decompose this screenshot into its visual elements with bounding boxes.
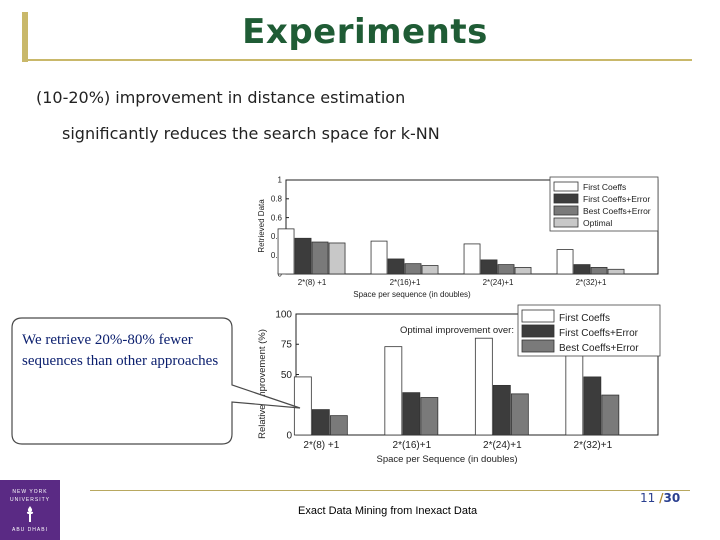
bar	[474, 337, 493, 436]
footer-rule	[90, 490, 690, 491]
y-tick-label: 0.8	[271, 194, 283, 203]
x-axis-label: Space per sequence (in doubles)	[353, 290, 471, 299]
y-tick-label: 100	[275, 309, 292, 320]
bar	[514, 267, 532, 275]
legend-label: Best Coeffs+Error	[583, 206, 651, 216]
bar	[311, 409, 330, 436]
bar	[328, 242, 346, 275]
footer-text: Exact Data Mining from Inexact Data	[298, 505, 478, 517]
bar	[370, 240, 388, 275]
bar	[387, 258, 405, 275]
bar	[510, 393, 529, 436]
bar	[404, 263, 422, 275]
bar	[294, 237, 312, 275]
legend-label: Optimal	[583, 218, 612, 228]
x-axis-label: Space per Sequence (in doubles)	[376, 454, 517, 465]
y-tick-label: 75	[281, 340, 293, 351]
bar	[463, 243, 481, 275]
y-axis-label: Relative Improvement (%)	[257, 329, 268, 439]
bar	[311, 241, 329, 275]
bar	[583, 376, 602, 436]
x-tick-label: 2*(24)+1	[483, 440, 522, 451]
relative-improvement-chart: 0 50 75 100 2*(8) +1 2*(16)+1 2*(24)+1 2*(32)+1…	[257, 304, 661, 465]
y-axis-label: Retrieved Data	[257, 199, 266, 253]
logo-line-1: NEW YORK	[12, 489, 48, 495]
legend-label: First Coeffs+Error	[583, 194, 650, 204]
title-underline	[22, 59, 692, 61]
bar	[573, 264, 591, 275]
bar	[384, 346, 403, 436]
x-tick-label: 2*(8) +1	[298, 278, 327, 287]
legend-swatch	[553, 217, 579, 228]
x-tick-label: 2*(16)+1	[390, 278, 421, 287]
legend-swatch	[521, 339, 555, 353]
bar	[497, 264, 515, 275]
x-tick-label: 2*(32)+1	[576, 278, 607, 287]
y-tick-label: 0.4	[271, 232, 283, 241]
x-tick-label: 2*(16)+1	[393, 440, 432, 451]
bar	[590, 267, 608, 275]
bullet-2: significantly reduces the search space f…	[62, 124, 440, 143]
retrieved-data-chart: 00.20.40.60.812*(8) +12*(16)+12*(24)+12*…	[257, 176, 659, 299]
bar	[601, 394, 620, 436]
logo-line-2: UNIVERSITY	[9, 497, 50, 503]
bar	[329, 415, 348, 436]
page-number: 11 /30	[640, 491, 680, 505]
y-tick-label: 50	[281, 370, 293, 381]
bullet-1: (10-20%) improvement in distance estimat…	[36, 88, 406, 107]
x-tick-label: 2*(32)+1	[574, 440, 613, 451]
bar	[607, 268, 625, 275]
x-tick-label: 2*(8) +1	[303, 440, 339, 451]
bar	[277, 228, 295, 275]
bar	[556, 249, 574, 275]
chart-title: Optimal improvement over:	[400, 325, 514, 336]
slide-title: Experiments	[242, 12, 488, 52]
page-total: 30	[663, 491, 681, 505]
bar	[480, 259, 498, 275]
legend-swatch	[521, 324, 555, 338]
legend-swatch	[553, 193, 579, 204]
university-logo: NEW YORK UNIVERSITY ABU DHABI	[0, 480, 60, 540]
page-separator: /	[659, 491, 664, 505]
y-tick-label: 0	[286, 430, 292, 441]
y-tick-label: 1	[278, 176, 283, 185]
bar	[492, 384, 511, 436]
legend-swatch	[553, 181, 579, 192]
page-current: 11	[640, 491, 656, 505]
bar	[420, 397, 439, 436]
logo-line-3: ABU DHABI	[12, 527, 48, 533]
legend-label: First Coeffs	[559, 313, 610, 324]
x-tick-label: 2*(24)+1	[483, 278, 514, 287]
torch-icon	[26, 506, 34, 522]
bar	[402, 392, 421, 436]
legend-swatch	[553, 205, 579, 216]
bar	[421, 265, 439, 275]
title-accent-bar	[22, 12, 28, 62]
legend-swatch	[521, 309, 555, 323]
callout-text: We retrieve 20%-80% fewer sequences than…	[22, 332, 219, 369]
legend-label: Best Coeffs+Error	[559, 343, 639, 354]
y-tick-label: 0.6	[271, 213, 283, 222]
y-tick-label: 0.2	[271, 251, 283, 260]
legend-label: First Coeffs+Error	[559, 328, 639, 339]
legend-label: First Coeffs	[583, 182, 626, 192]
